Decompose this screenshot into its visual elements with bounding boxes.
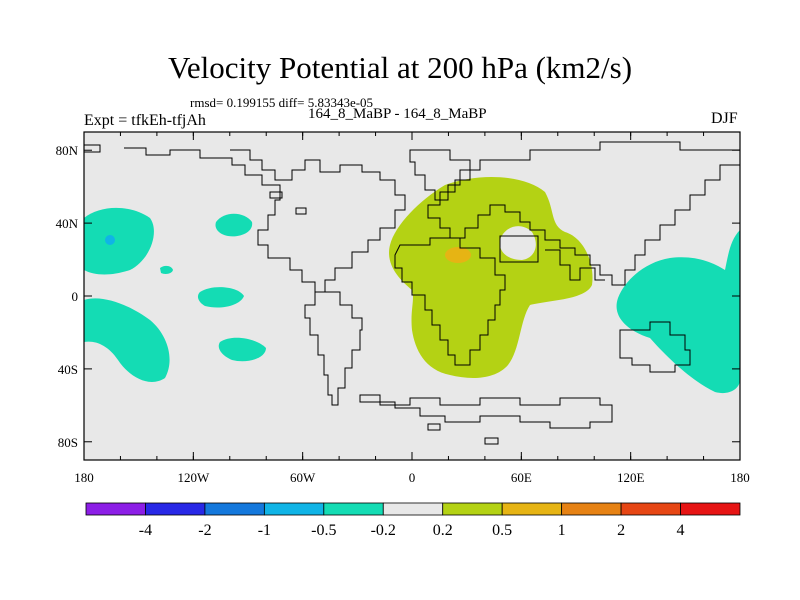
- y-tick-label: 80S: [58, 435, 78, 450]
- colorbar-label: -2: [198, 522, 211, 539]
- colorbar-label: 2: [617, 522, 625, 539]
- colorbar-swatch: [85, 502, 146, 516]
- negative-anomaly-region: [616, 230, 740, 394]
- colorbar-label: -1: [258, 522, 271, 539]
- x-tick-label: 180: [74, 470, 94, 485]
- season-label: DJF: [711, 110, 738, 127]
- colorbar-swatch: [323, 502, 384, 516]
- x-tick-label: 0: [409, 470, 416, 485]
- runs-label: 164_8_MaBP - 164_8_MaBP: [308, 106, 487, 122]
- x-tick-label: 60E: [511, 470, 532, 485]
- colorbar-swatch: [561, 502, 622, 516]
- colorbar-label: -0.5: [311, 522, 336, 539]
- strong-positive-spot: [445, 247, 471, 263]
- negative-anomaly-region: [84, 207, 154, 275]
- colorbar-swatch: [204, 502, 265, 516]
- colorbar-swatch: [382, 502, 444, 516]
- experiment-label: Expt = tfkEh-tfjAh: [84, 112, 206, 129]
- x-tick-label: 60W: [290, 470, 316, 485]
- colorbar-swatch: [263, 502, 325, 516]
- negative-anomaly-region: [215, 213, 253, 237]
- y-tick-label: 40S: [58, 362, 78, 377]
- colorbar-swatch: [501, 502, 563, 516]
- colorbar-label: 4: [677, 522, 685, 539]
- colorbar-label: 0.2: [433, 522, 453, 539]
- y-tick-label: 80N: [56, 143, 79, 158]
- colorbar-label: -4: [139, 522, 152, 539]
- colorbar-swatch: [620, 502, 681, 516]
- x-tick-label: 180: [730, 470, 750, 485]
- colorbar-label: 0.5: [492, 522, 512, 539]
- negative-anomaly-region: [197, 287, 244, 308]
- colorbar: [85, 502, 741, 516]
- colorbar-swatch: [145, 502, 206, 516]
- negative-anomaly-region: [160, 265, 173, 274]
- x-tick-label: 120W: [177, 470, 210, 485]
- plot-title: Velocity Potential at 200 hPa (km2/s): [167, 50, 633, 85]
- negative-anomaly-region: [218, 337, 266, 362]
- stats-label: rmsd= 0.199155 diff= 5.83343e-05: [190, 95, 374, 110]
- negative-anomaly-region: [84, 298, 170, 382]
- coastlines: [84, 141, 740, 445]
- colorbar-label: 1: [558, 522, 566, 539]
- colorbar-swatch: [442, 502, 503, 516]
- x-tick-label: 120E: [617, 470, 645, 485]
- colorbar-label: -0.2: [371, 522, 396, 539]
- deep-negative-spot: [105, 235, 115, 245]
- y-tick-label: 0: [72, 289, 79, 304]
- colorbar-swatch: [680, 502, 741, 516]
- y-tick-label: 40N: [56, 216, 79, 231]
